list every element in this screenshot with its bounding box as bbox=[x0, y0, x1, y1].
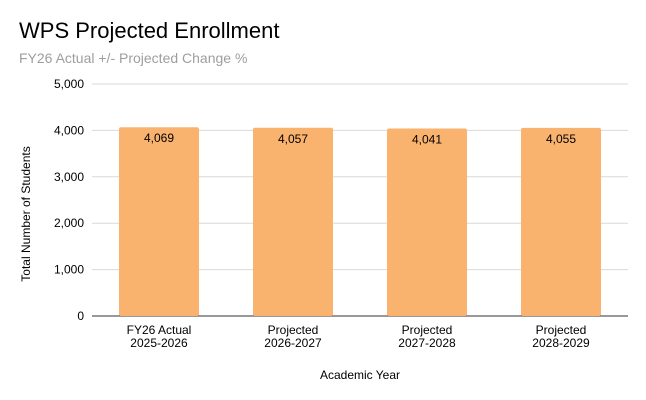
data-label: 4,069 bbox=[144, 131, 174, 145]
chart-subtitle: FY26 Actual +/- Projected Change % bbox=[19, 50, 247, 66]
x-category-label: 2025-2026 bbox=[130, 336, 188, 350]
x-category-label: 2028-2029 bbox=[532, 336, 590, 350]
bar bbox=[387, 128, 467, 316]
x-axis-categories: FY26 Actual2025-2026Projected2026-2027Pr… bbox=[127, 323, 590, 350]
y-tick-label: 3,000 bbox=[54, 170, 84, 184]
x-category-label: Projected bbox=[536, 323, 587, 337]
bar bbox=[253, 127, 333, 316]
y-tick-label: 5,000 bbox=[54, 77, 84, 91]
x-category-label: Projected bbox=[402, 323, 453, 337]
y-axis-ticks: 0 1,000 2,000 3,000 4,000 5,000 bbox=[54, 77, 84, 323]
bar bbox=[521, 127, 601, 317]
x-category-label: FY26 Actual bbox=[127, 323, 192, 337]
x-category-label: Projected bbox=[268, 323, 319, 337]
y-axis-title: Total Number of Students bbox=[19, 146, 33, 281]
x-category-label: 2026-2027 bbox=[264, 336, 322, 350]
x-category-label: 2027-2028 bbox=[398, 336, 456, 350]
data-labels: 4,069 4,057 4,041 4,055 bbox=[144, 131, 576, 146]
data-label: 4,057 bbox=[278, 132, 308, 146]
data-label: 4,041 bbox=[412, 132, 442, 146]
x-axis-title: Academic Year bbox=[320, 368, 400, 382]
chart-title: WPS Projected Enrollment bbox=[19, 18, 279, 43]
y-tick-label: 4,000 bbox=[54, 123, 84, 137]
bars bbox=[119, 127, 601, 317]
y-tick-label: 2,000 bbox=[54, 216, 84, 230]
y-tick-label: 0 bbox=[77, 309, 84, 323]
y-tick-label: 1,000 bbox=[54, 263, 84, 277]
data-label: 4,055 bbox=[546, 132, 576, 146]
bar bbox=[119, 127, 199, 317]
